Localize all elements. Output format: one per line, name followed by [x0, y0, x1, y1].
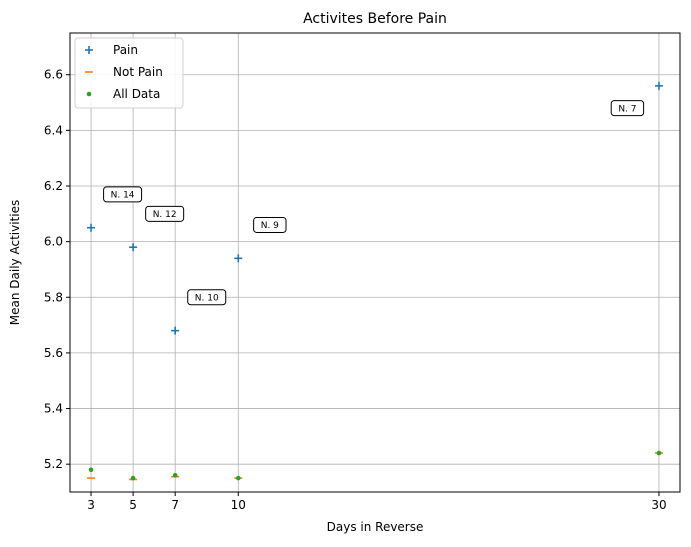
y-tick-label: 6.2 — [44, 179, 63, 193]
y-tick-label: 6.4 — [44, 123, 63, 137]
legend-label-all-data: All Data — [113, 87, 160, 101]
x-axis-ticks: 3 5 7 10 30 — [87, 492, 667, 512]
annotation-frame — [187, 289, 227, 306]
annotation-label: N. 14 — [111, 191, 135, 201]
annotation-label: N. 12 — [153, 210, 177, 220]
all-data-point — [88, 467, 94, 473]
annotation-box: N. 7 — [610, 100, 645, 117]
annotation-box: N. 14 — [103, 186, 143, 203]
y-axis-ticks: 5.2 5.4 5.6 5.8 6.0 6.2 6.4 6.6 — [44, 68, 70, 471]
annotations: N. 14 N. 12 N. 10 N. 9 N. 7 — [103, 100, 645, 306]
annotation-frame — [610, 100, 645, 117]
y-tick-label: 5.6 — [44, 346, 63, 360]
pain-point — [171, 326, 180, 335]
legend-label-pain: Pain — [113, 43, 138, 57]
plot-frame — [69, 32, 681, 493]
legend-marker-all-data — [86, 91, 92, 97]
x-axis-label: Days in Reverse — [327, 520, 424, 534]
all-data-point — [235, 475, 241, 481]
all-data-point — [130, 475, 136, 481]
x-tick-label: 5 — [129, 498, 137, 512]
annotation-label: N. 10 — [195, 294, 219, 304]
legend: Pain Not Pain All Data — [74, 37, 184, 109]
x-tick-label: 7 — [171, 498, 179, 512]
annotation-frame — [253, 216, 287, 233]
pain-point — [87, 223, 96, 232]
annotation-frame — [145, 205, 185, 222]
legend-label-not-pain: Not Pain — [113, 65, 163, 79]
annotation-label: N. 9 — [261, 221, 279, 231]
y-tick-label: 6.0 — [44, 235, 63, 249]
all-data-point — [656, 450, 662, 456]
annotation-box: N. 10 — [187, 289, 227, 306]
chart-title: Activites Before Pain — [303, 11, 447, 27]
legend-frame — [74, 37, 184, 109]
x-tick-label: 10 — [231, 498, 246, 512]
x-tick-label: 3 — [87, 498, 95, 512]
pain-point — [234, 254, 243, 263]
data-marks — [87, 81, 663, 481]
all-data-point — [172, 473, 178, 478]
annotation-box: N. 9 — [253, 216, 287, 233]
x-tick-label: 30 — [651, 498, 666, 512]
legend-marker-pain — [85, 46, 93, 54]
annotation-label: N. 7 — [618, 104, 636, 114]
y-tick-label: 6.6 — [44, 68, 63, 82]
y-tick-label: 5.4 — [44, 402, 63, 416]
pain-point — [654, 81, 663, 90]
annotation-frame — [103, 186, 143, 203]
grid — [70, 33, 680, 492]
y-tick-label: 5.8 — [44, 290, 63, 304]
y-tick-label: 5.2 — [44, 457, 63, 471]
y-axis-label: Mean Daily Activities — [8, 200, 22, 325]
pain-point — [129, 243, 138, 252]
annotation-box: N. 12 — [145, 205, 185, 222]
